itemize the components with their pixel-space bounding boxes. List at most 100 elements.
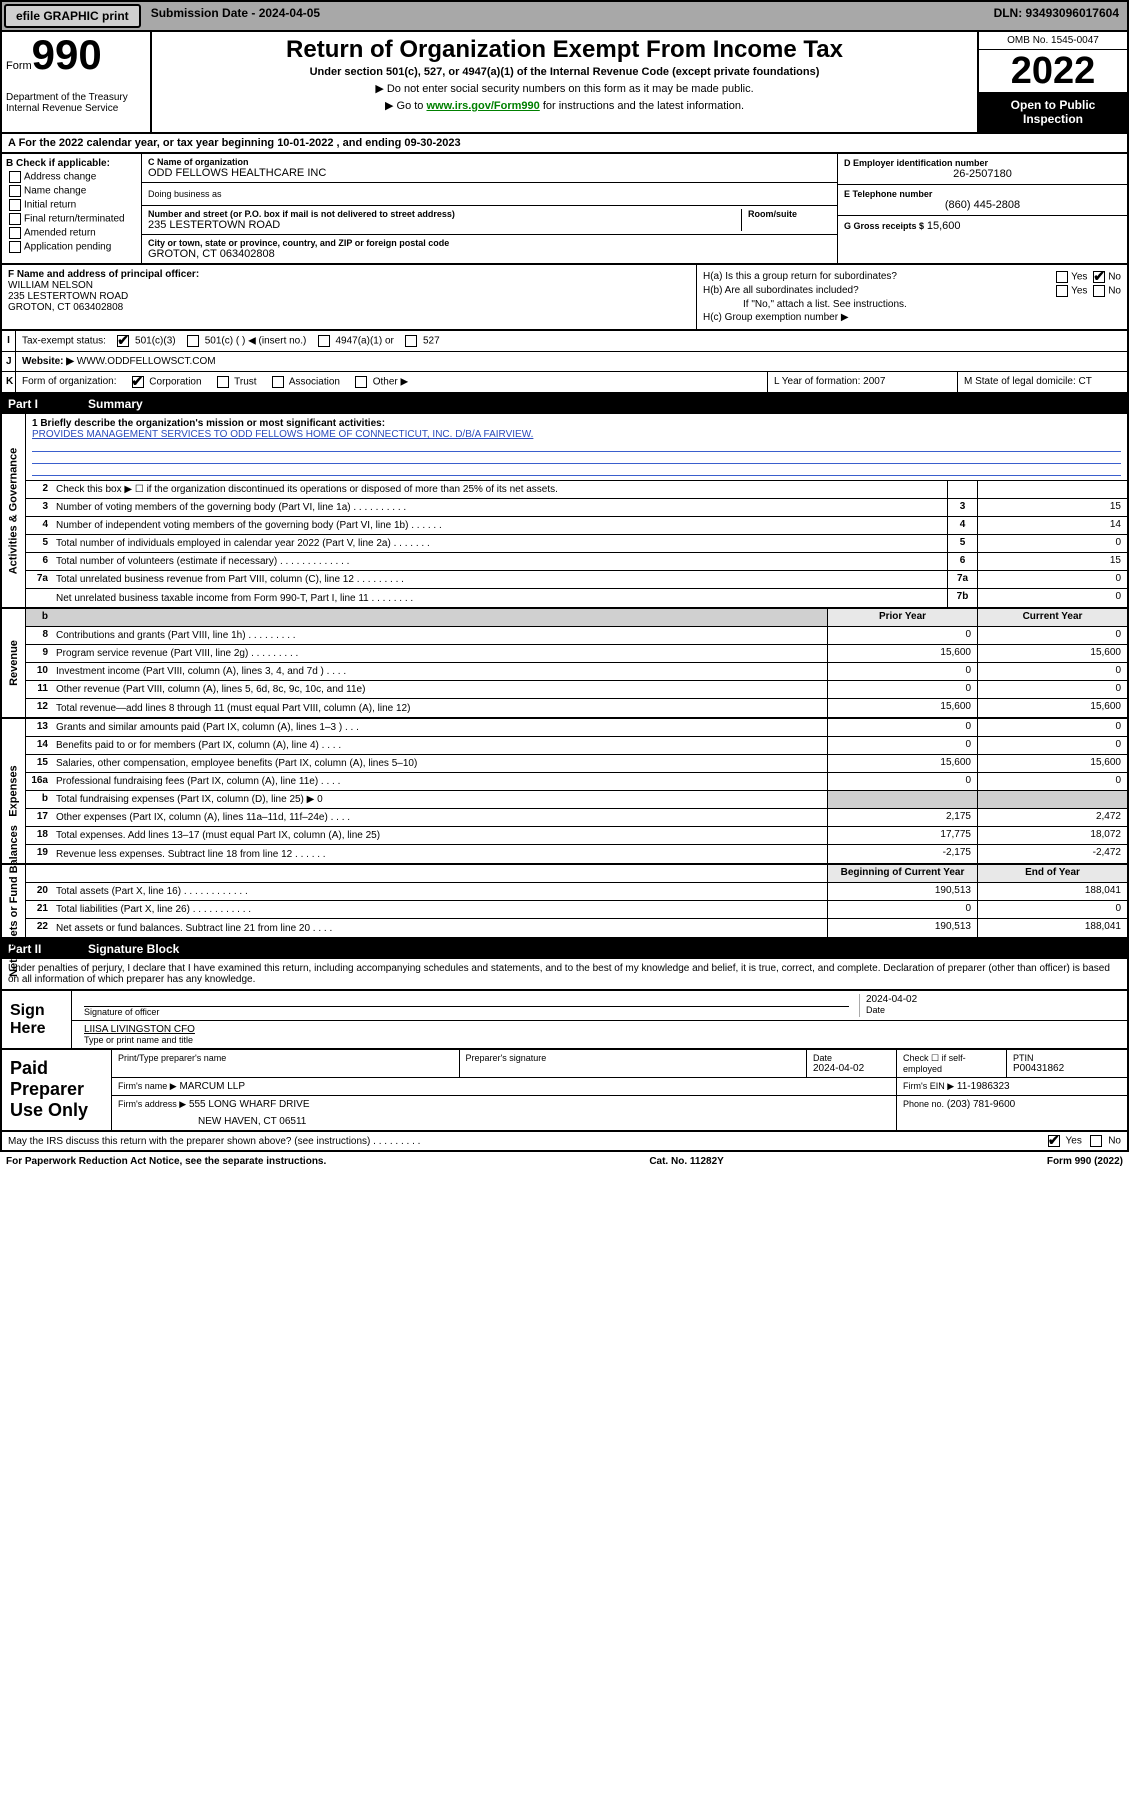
tax-year: 2022	[979, 50, 1127, 92]
section-b-checkboxes: B Check if applicable: Address change Na…	[2, 154, 142, 263]
b-shaded: b	[26, 609, 52, 626]
j-label: J	[2, 352, 16, 371]
opt-501c3: 501(c)(3)	[135, 336, 176, 347]
submission-date: Submission Date - 2024-04-05	[143, 2, 328, 30]
prior-val: 15,600	[827, 755, 977, 772]
line-val: 0	[977, 589, 1127, 607]
prior-val: 2,175	[827, 809, 977, 826]
addr-label: Number and street (or P.O. box if mail i…	[148, 209, 741, 219]
section-h-group: H(a) Is this a group return for subordin…	[697, 265, 1127, 329]
prior-val: -2,175	[827, 845, 977, 863]
line-desc: Professional fundraising fees (Part IX, …	[52, 773, 827, 790]
hb-yesno: Yes No	[1053, 285, 1121, 297]
netassets-block: Net Assets or Fund Balances Beginning of…	[0, 865, 1129, 939]
firm-phone-label: Phone no.	[903, 1099, 944, 1109]
k-body: Form of organization: Corporation Trust …	[16, 372, 767, 392]
line-num: 3	[26, 499, 52, 516]
prior-val: 190,513	[827, 919, 977, 937]
prep-selfemployed: Check ☐ if self-employed	[897, 1050, 1007, 1077]
form-990-number: 990	[32, 31, 102, 78]
current-val: 15,600	[977, 645, 1127, 662]
gov-line: 4 Number of independent voting members o…	[26, 517, 1127, 535]
ptin-value: P00431862	[1013, 1063, 1121, 1074]
penalty-statement: Under penalties of perjury, I declare th…	[0, 959, 1129, 991]
city-label: City or town, state or province, country…	[148, 238, 831, 248]
line-num: b	[26, 791, 52, 808]
data-line: 12 Total revenue—add lines 8 through 11 …	[26, 699, 1127, 717]
chk-final-return[interactable]: Final return/terminated	[6, 213, 137, 225]
chk-amended-return[interactable]: Amended return	[6, 227, 137, 239]
chk-initial-return[interactable]: Initial return	[6, 199, 137, 211]
irs-form990-link[interactable]: www.irs.gov/Form990	[426, 100, 539, 112]
officer-addr2: GROTON, CT 063402808	[8, 302, 690, 313]
chk-corporation[interactable]	[132, 376, 144, 388]
current-val	[977, 791, 1127, 808]
ha-label: H(a) Is this a group return for subordin…	[703, 271, 897, 283]
line-desc: Investment income (Part VIII, column (A)…	[52, 663, 827, 680]
rev-header-row: b Prior Year Current Year	[26, 609, 1127, 627]
officer-addr1: 235 LESTERTOWN ROAD	[8, 291, 690, 302]
line-num: 13	[26, 719, 52, 736]
data-line: 15 Salaries, other compensation, employe…	[26, 755, 1127, 773]
data-line: 8 Contributions and grants (Part VIII, l…	[26, 627, 1127, 645]
rev-hdr-desc	[52, 609, 827, 626]
section-fh: F Name and address of principal officer:…	[0, 265, 1129, 331]
line-desc: Revenue less expenses. Subtract line 18 …	[52, 845, 827, 863]
data-line: 22 Net assets or fund balances. Subtract…	[26, 919, 1127, 937]
identity-block: B Check if applicable: Address change Na…	[0, 154, 1129, 265]
line-desc: Total unrelated business revenue from Pa…	[52, 571, 947, 588]
current-val: 0	[977, 663, 1127, 680]
current-val: 0	[977, 901, 1127, 918]
gov-line: 3 Number of voting members of the govern…	[26, 499, 1127, 517]
org-name: ODD FELLOWS HEALTHCARE INC	[148, 167, 831, 179]
line-desc: Total number of volunteers (estimate if …	[52, 553, 947, 570]
may-no: No	[1108, 1136, 1121, 1147]
may-no-chk[interactable]	[1090, 1135, 1102, 1147]
line-num: 10	[26, 663, 52, 680]
officer-name: WILLIAM NELSON	[8, 280, 690, 291]
e-phone-label: E Telephone number	[844, 189, 1121, 199]
chk-name-change[interactable]: Name change	[6, 185, 137, 197]
chk-501c3[interactable]	[117, 335, 129, 347]
line-num	[26, 589, 52, 607]
prior-val: 15,600	[827, 645, 977, 662]
line-desc: Total number of individuals employed in …	[52, 535, 947, 552]
opt-corp: Corporation	[149, 377, 201, 388]
line-num: 20	[26, 883, 52, 900]
current-val: 18,072	[977, 827, 1127, 844]
line-num: 12	[26, 699, 52, 717]
line-num: 14	[26, 737, 52, 754]
form-subtitle: Under section 501(c), 527, or 4947(a)(1)…	[158, 66, 971, 78]
gov-side-label: Activities & Governance	[2, 414, 26, 607]
opt-other: Other ▶	[373, 377, 408, 388]
data-line: 19 Revenue less expenses. Subtract line …	[26, 845, 1127, 863]
section-c-name-addr: C Name of organization ODD FELLOWS HEALT…	[142, 154, 837, 263]
year-box: OMB No. 1545-0047 2022 Open to Public In…	[977, 32, 1127, 132]
rev-side-label: Revenue	[2, 609, 26, 717]
gov-line: 2 Check this box ▶ ☐ if the organization…	[26, 481, 1127, 499]
efile-print-button[interactable]: efile GRAPHIC print	[4, 4, 141, 28]
line-desc: Total fundraising expenses (Part IX, col…	[52, 791, 827, 808]
cat-number: Cat. No. 11282Y	[649, 1156, 723, 1167]
mission-text: PROVIDES MANAGEMENT SERVICES TO ODD FELL…	[32, 429, 1121, 440]
line-desc: Number of independent voting members of …	[52, 517, 947, 534]
mission-q: 1 Briefly describe the organization's mi…	[32, 418, 1121, 429]
ha-no-checked[interactable]	[1093, 271, 1105, 283]
current-val: 188,041	[977, 919, 1127, 937]
line-desc: Program service revenue (Part VIII, line…	[52, 645, 827, 662]
chk-application-pending[interactable]: Application pending	[6, 241, 137, 253]
line-key: 7b	[947, 589, 977, 607]
prep-name-label: Print/Type preparer's name	[118, 1053, 453, 1063]
prior-val: 0	[827, 773, 977, 790]
current-val: 0	[977, 627, 1127, 644]
line-num: 15	[26, 755, 52, 772]
line-num: 4	[26, 517, 52, 534]
line-val: 0	[977, 571, 1127, 588]
gov-line: 5 Total number of individuals employed i…	[26, 535, 1127, 553]
b-header: B Check if applicable:	[6, 158, 137, 169]
chk-address-change[interactable]: Address change	[6, 171, 137, 183]
form-header: Form990 Department of the Treasury Inter…	[0, 32, 1129, 134]
may-yes-chk[interactable]	[1048, 1135, 1060, 1147]
prior-val: 190,513	[827, 883, 977, 900]
org-city: GROTON, CT 063402808	[148, 248, 831, 260]
